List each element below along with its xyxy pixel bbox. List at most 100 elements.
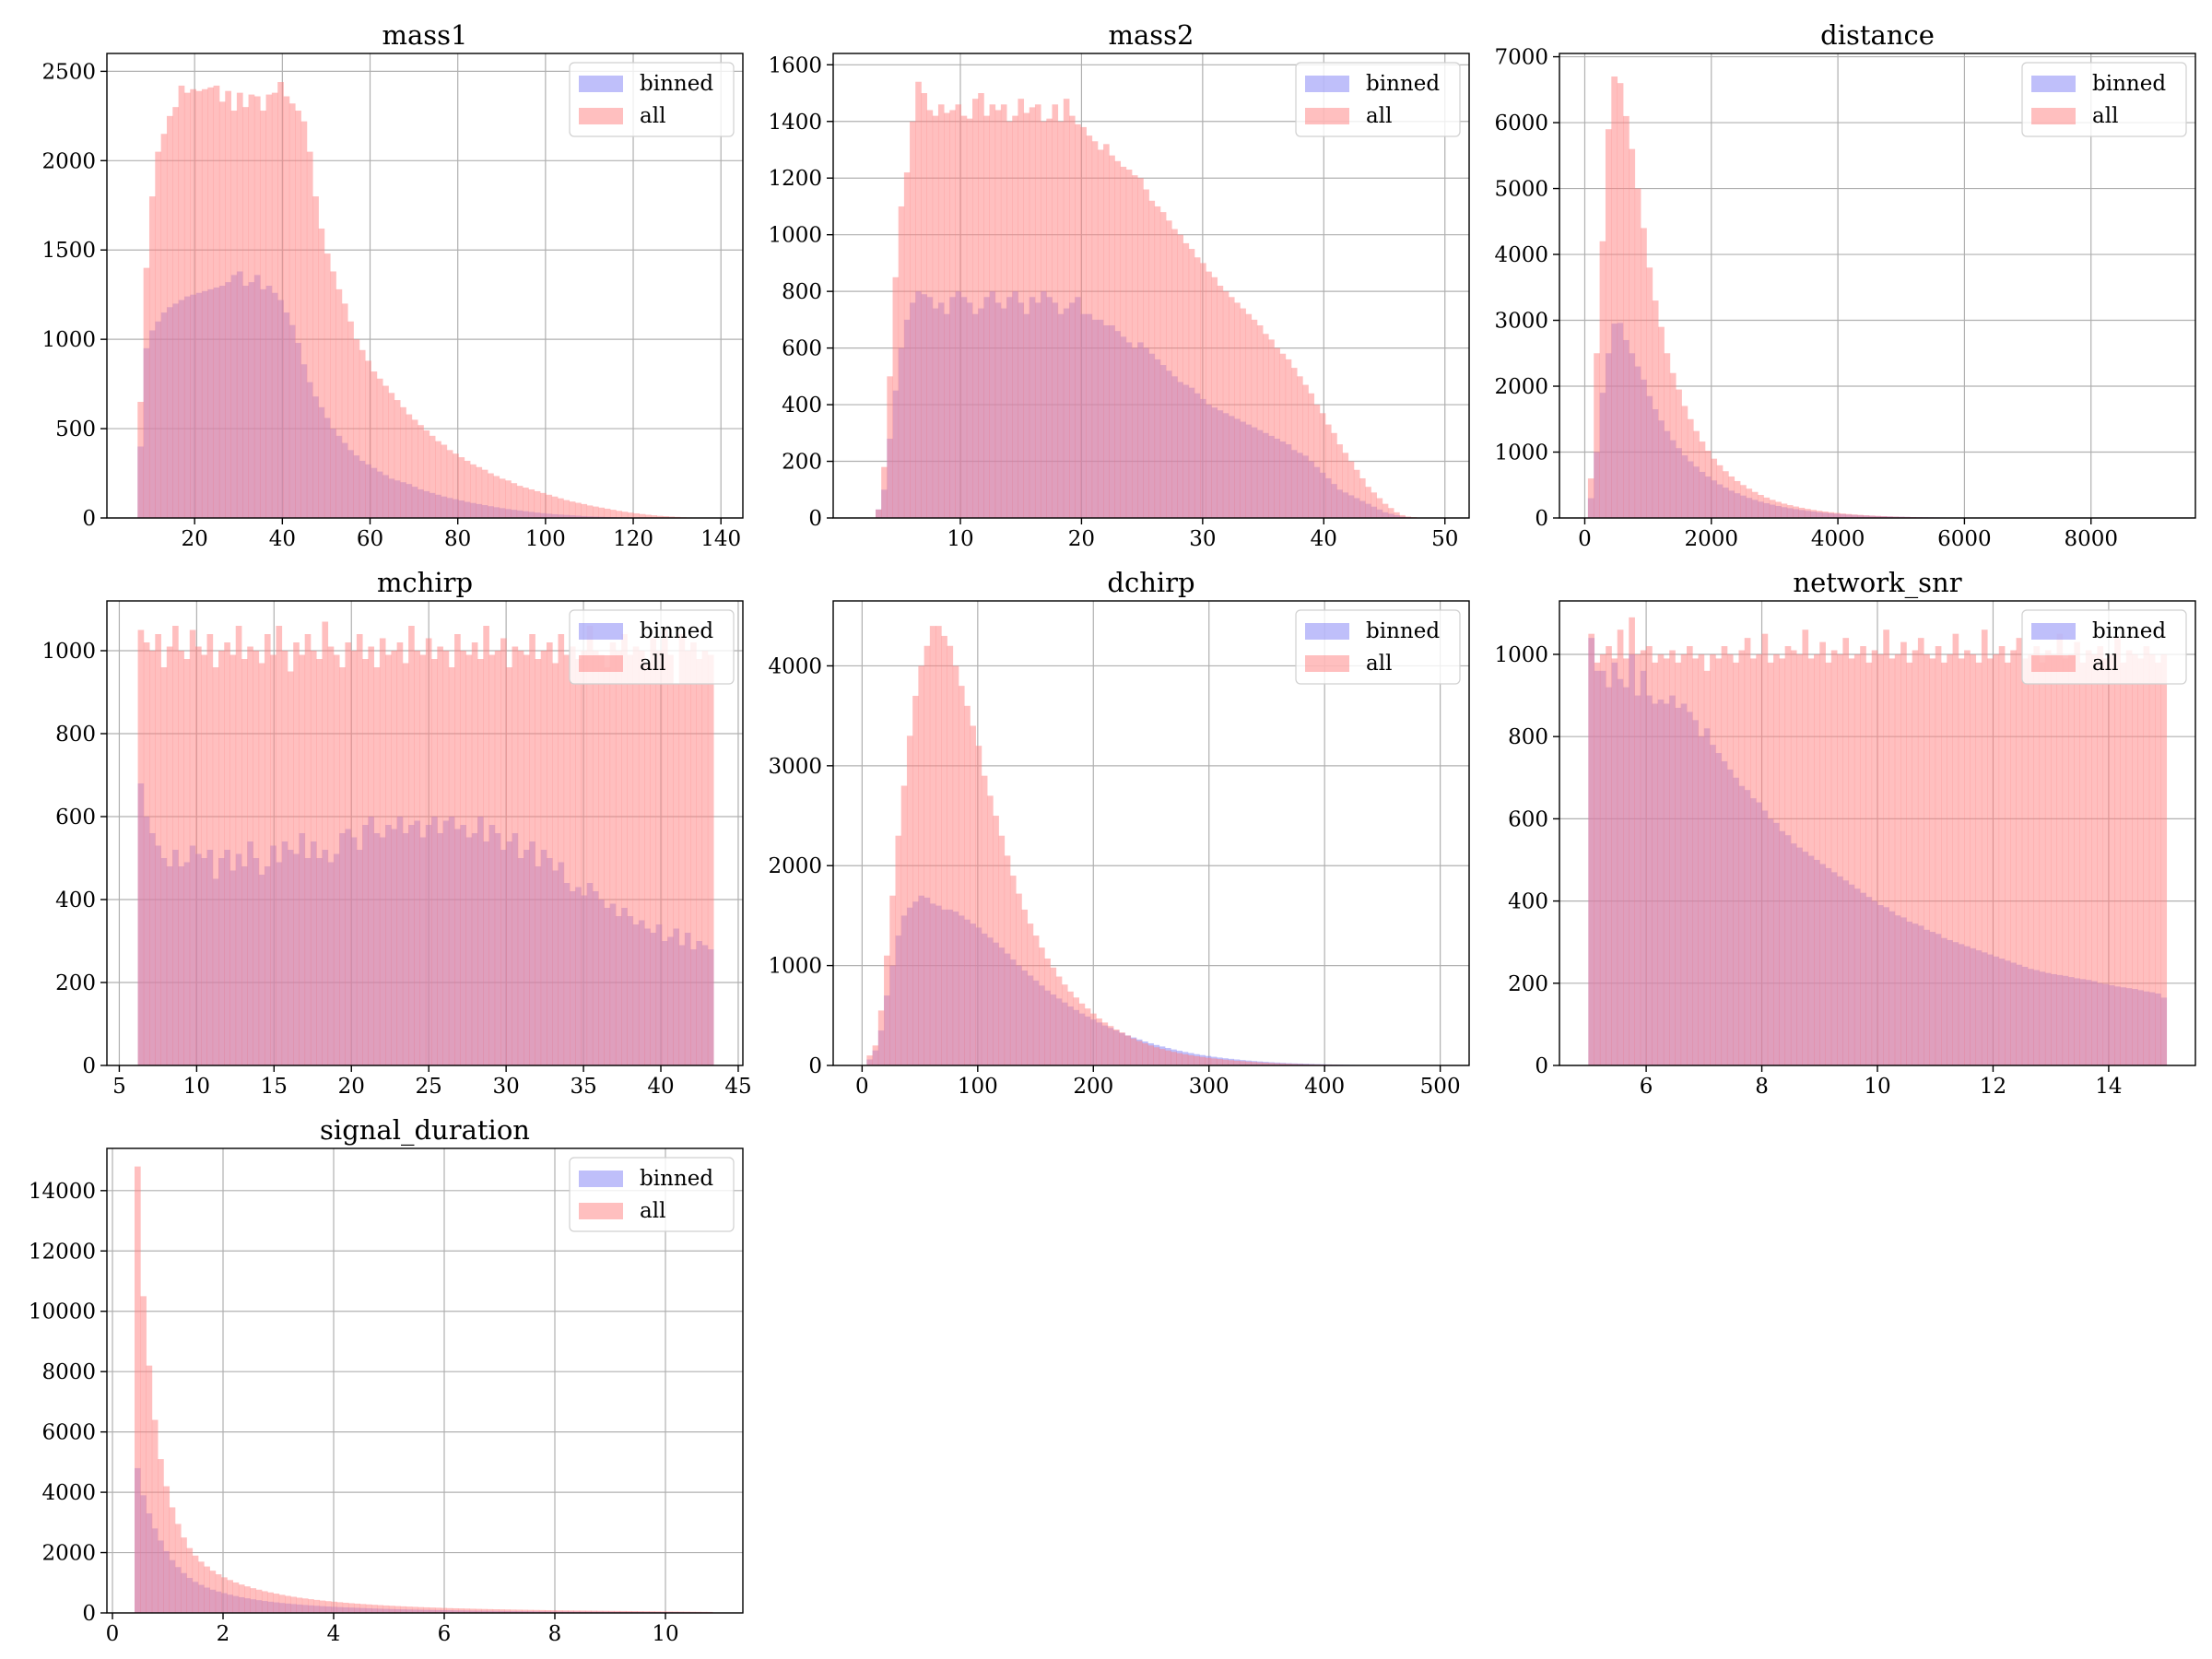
all-bar — [1319, 413, 1326, 518]
all-bar — [494, 651, 501, 1065]
all-bar — [2039, 662, 2046, 1065]
all-bar — [649, 1611, 655, 1613]
all-bar — [1825, 662, 1832, 1065]
all-bar — [1405, 516, 1412, 518]
all-bar — [1016, 893, 1022, 1065]
all-bar — [2051, 653, 2057, 1065]
all-bar — [551, 496, 559, 518]
all-bar — [437, 646, 443, 1065]
all-bar — [993, 816, 999, 1065]
all-bar — [341, 303, 348, 518]
all-bar — [1738, 650, 1746, 1065]
all-bar — [371, 1605, 378, 1613]
all-bar — [1107, 1026, 1114, 1065]
all-bar — [250, 1588, 257, 1613]
all-bar — [1245, 1061, 1252, 1065]
all-bar — [2148, 653, 2156, 1065]
all-bar — [608, 1610, 615, 1613]
all-bar — [1998, 646, 2006, 1065]
all-bar — [160, 134, 168, 518]
all-bar — [1021, 909, 1029, 1065]
all-bar — [1055, 976, 1063, 1065]
all-bar — [229, 654, 237, 1065]
all-bar — [2079, 662, 2087, 1065]
all-bar — [166, 646, 173, 1065]
all-bar — [261, 1591, 268, 1613]
all-bar — [2125, 650, 2133, 1065]
all-bar — [533, 1609, 540, 1613]
all-bar — [1699, 441, 1706, 518]
all-bar — [336, 1602, 344, 1613]
all-bar — [918, 665, 925, 1065]
x-tick-label: 140 — [700, 527, 741, 551]
all-bar — [1211, 276, 1218, 518]
all-bar — [661, 629, 668, 1065]
all-bar — [322, 621, 329, 1065]
all-bar — [388, 1606, 395, 1613]
all-bar — [592, 651, 599, 1065]
all-bar — [1715, 658, 1723, 1065]
all-bar — [227, 1580, 233, 1613]
all-bar — [1274, 347, 1280, 518]
all-bar — [1147, 1045, 1154, 1065]
all-bar — [423, 430, 430, 518]
all-bar — [1148, 200, 1156, 518]
all-bar — [1200, 263, 1206, 518]
all-bar — [1781, 503, 1788, 518]
all-bar — [1154, 206, 1161, 518]
all-bar — [1046, 118, 1053, 518]
y-tick-label: 1200 — [768, 167, 822, 191]
axes-frame — [832, 600, 1470, 1066]
all-bar — [1657, 653, 1665, 1065]
all-bar — [1234, 302, 1241, 518]
all-bar — [1382, 503, 1389, 518]
all-bar — [335, 288, 343, 518]
all-bar — [512, 646, 519, 1065]
all-bar — [915, 81, 922, 518]
all-bar — [998, 835, 1006, 1065]
all-bar — [411, 1606, 418, 1613]
all-bar — [264, 634, 271, 1065]
all-bar — [218, 101, 226, 518]
all-bar — [1164, 1050, 1171, 1065]
all-bar — [1199, 1056, 1206, 1065]
all-bar — [448, 667, 455, 1065]
all-bar — [546, 494, 553, 518]
all-bar — [1101, 1022, 1109, 1065]
legend-swatch-all — [2031, 108, 2076, 124]
all-bar — [465, 654, 473, 1065]
all-bar — [1078, 1003, 1086, 1065]
all-bar — [283, 96, 290, 518]
all-bar — [1880, 515, 1888, 518]
all-bar — [1159, 212, 1167, 518]
all-bar — [2033, 646, 2041, 1065]
all-bar — [1819, 641, 1826, 1065]
all-bar — [197, 1561, 205, 1613]
all-bar — [1857, 514, 1864, 518]
all-bar — [1032, 935, 1040, 1065]
all-bar — [425, 638, 432, 1065]
all-bar — [452, 1607, 459, 1613]
all-bar — [1842, 638, 1850, 1065]
all-bar — [192, 1555, 199, 1613]
all-bar — [1851, 514, 1858, 518]
all-bar — [1067, 991, 1074, 1065]
all-bar — [318, 228, 325, 518]
x-tick-label: 30 — [492, 1075, 519, 1099]
all-bar — [1285, 1064, 1292, 1065]
all-bar — [604, 667, 611, 1065]
all-bar — [441, 444, 448, 518]
all-bar — [504, 1609, 511, 1613]
all-bar — [1821, 511, 1829, 518]
all-bar — [441, 1607, 447, 1613]
y-tick-label: 2000 — [41, 1542, 96, 1566]
all-bar — [207, 87, 214, 518]
all-bar — [1171, 229, 1178, 518]
all-bar — [1722, 471, 1729, 518]
all-bar — [301, 1598, 309, 1613]
y-tick-label: 800 — [55, 723, 96, 747]
all-bar — [563, 500, 571, 518]
all-bar — [989, 104, 996, 518]
all-bar — [215, 1574, 222, 1613]
all-bar — [964, 705, 971, 1065]
